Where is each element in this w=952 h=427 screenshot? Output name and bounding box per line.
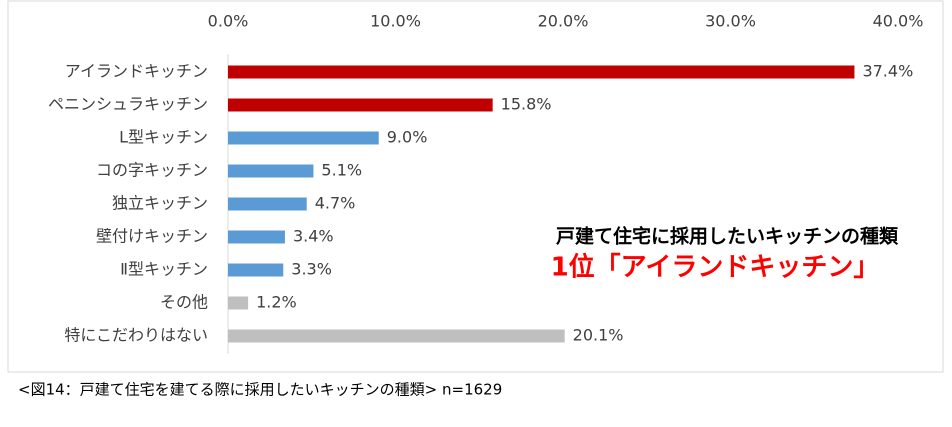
x-tick-label: 20.0% [538,12,589,31]
data-label: 3.3% [291,260,332,279]
bar [228,197,307,211]
y-tick-label: 特にこだわりはない [64,326,208,345]
x-tick-label: 40.0% [873,12,924,31]
annotation-highlight: 1位「アイランドキッチン」 [551,252,880,283]
y-tick-label: L型キッチン [119,128,208,147]
y-tick-label: コの字キッチン [96,161,208,180]
bar [228,230,285,244]
bar [228,329,565,343]
x-tick-label: 30.0% [705,12,756,31]
y-tick-label: ペニンシュラキッチン [48,95,208,114]
y-tick-label: その他 [160,293,208,312]
caption: <図14：戸建て住宅を建てる際に採用したいキッチンの種類> n=1629 [18,381,502,399]
y-tick-label: アイランドキッチン [65,62,208,81]
y-tick-label: Ⅱ型キッチン [120,260,208,279]
bar [228,296,249,310]
bar [228,164,314,178]
data-label: 4.7% [315,194,356,213]
bar [228,131,379,145]
y-tick-label: 壁付けキッチン [96,227,208,246]
data-label: 15.8% [501,95,552,114]
x-tick-label: 10.0% [370,12,421,31]
annotation: 戸建て住宅に採用したいキッチンの種類 [556,225,899,248]
data-label: 1.2% [256,293,297,312]
data-label: 9.0% [387,128,428,147]
chart-frame [7,0,944,373]
x-tick-label: 0.0% [208,12,249,31]
bar [228,65,855,79]
data-label: 3.4% [293,227,334,246]
bar [228,98,493,112]
bar [228,263,284,277]
y-tick-label: 独立キッチン [112,194,208,213]
data-label: 20.1% [573,326,624,345]
data-label: 5.1% [321,161,362,180]
data-label: 37.4% [862,62,913,81]
